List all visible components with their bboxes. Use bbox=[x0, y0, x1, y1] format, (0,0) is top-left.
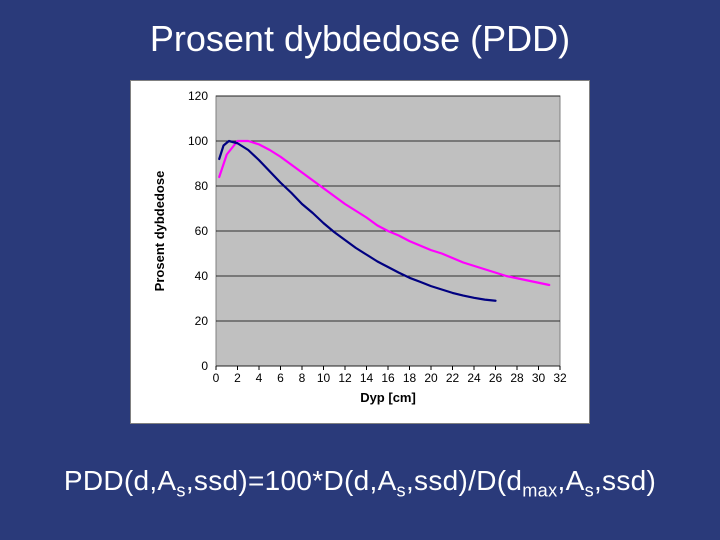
svg-text:30: 30 bbox=[532, 371, 546, 385]
svg-text:20: 20 bbox=[195, 314, 209, 328]
svg-text:16: 16 bbox=[381, 371, 395, 385]
svg-text:80: 80 bbox=[195, 179, 209, 193]
svg-text:100: 100 bbox=[188, 134, 208, 148]
svg-text:12: 12 bbox=[338, 371, 352, 385]
svg-text:2: 2 bbox=[234, 371, 241, 385]
slide: Prosent dybdedose (PDD) 0 20 40 60 80 100 120 0… bbox=[0, 0, 720, 540]
svg-text:Dyp [cm]: Dyp [cm] bbox=[360, 390, 416, 405]
svg-text:0: 0 bbox=[213, 371, 220, 385]
svg-text:28: 28 bbox=[510, 371, 524, 385]
chart-svg: 0204060801001200246810121416182022242628… bbox=[130, 80, 590, 424]
svg-text:40: 40 bbox=[195, 269, 209, 283]
svg-text:Prosent dybdedose: Prosent dybdedose bbox=[152, 171, 167, 292]
svg-text:4: 4 bbox=[256, 371, 263, 385]
pdd-chart: 0204060801001200246810121416182022242628… bbox=[130, 80, 590, 424]
svg-text:20: 20 bbox=[424, 371, 438, 385]
svg-text:6: 6 bbox=[277, 371, 284, 385]
svg-text:32: 32 bbox=[553, 371, 567, 385]
svg-text:120: 120 bbox=[188, 89, 208, 103]
slide-title: Prosent dybdedose (PDD) bbox=[0, 18, 720, 60]
svg-text:8: 8 bbox=[299, 371, 306, 385]
svg-text:24: 24 bbox=[467, 371, 481, 385]
svg-text:18: 18 bbox=[403, 371, 417, 385]
svg-text:22: 22 bbox=[446, 371, 460, 385]
svg-text:60: 60 bbox=[195, 224, 209, 238]
svg-text:0: 0 bbox=[201, 359, 208, 373]
pdd-formula: PDD(d,As,ssd)=100*D(d,As,ssd)/D(dmax,As,… bbox=[0, 465, 720, 502]
svg-text:26: 26 bbox=[489, 371, 503, 385]
svg-text:14: 14 bbox=[360, 371, 374, 385]
svg-text:10: 10 bbox=[317, 371, 331, 385]
